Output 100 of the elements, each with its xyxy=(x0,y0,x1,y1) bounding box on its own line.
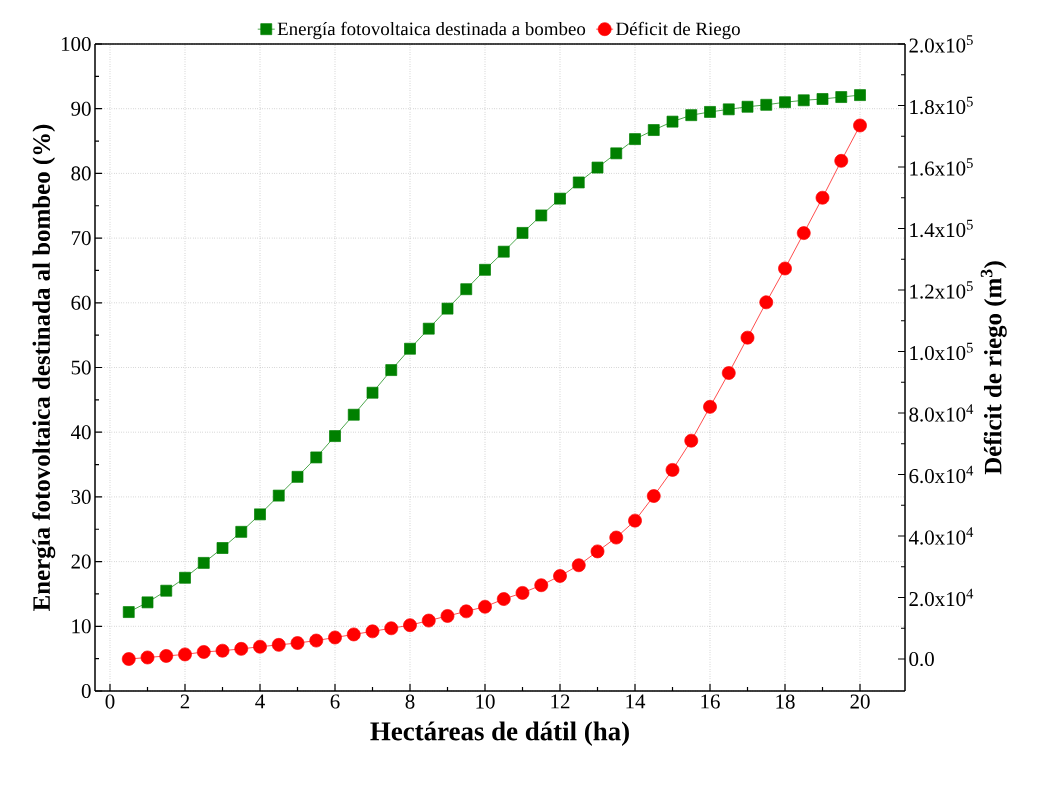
y2-tick-label: 4.0x10$^{4}$ xyxy=(908,527,974,545)
point xyxy=(628,513,642,528)
point xyxy=(535,209,548,222)
point xyxy=(179,571,191,584)
point xyxy=(796,226,811,240)
legend-label: Déficit de Riego xyxy=(616,21,740,40)
x-axis-title: Hectáreas de dátil (ha) xyxy=(370,721,629,746)
point xyxy=(516,227,529,239)
y-tick-label: 80 xyxy=(71,166,91,181)
point xyxy=(553,569,567,583)
point xyxy=(759,295,774,310)
point xyxy=(496,592,511,606)
point xyxy=(160,584,173,597)
point xyxy=(815,190,830,205)
point xyxy=(479,263,491,276)
point xyxy=(704,106,716,118)
point xyxy=(141,596,154,609)
y-tick-label: 40 xyxy=(70,425,91,440)
point xyxy=(197,557,210,569)
point xyxy=(254,508,266,521)
point xyxy=(271,638,286,652)
y-tick-label: 60 xyxy=(71,295,91,310)
y2-tick-label: 1.2x10$^{5}$ xyxy=(910,281,973,299)
y2-tick-label: 1.6x10$^{5}$ xyxy=(910,158,973,176)
y-tick-label: 0 xyxy=(81,683,91,699)
point xyxy=(178,647,192,662)
point xyxy=(365,624,380,639)
point xyxy=(366,386,379,399)
point xyxy=(459,604,474,619)
point xyxy=(609,530,624,545)
point xyxy=(835,91,848,103)
point xyxy=(740,330,755,345)
point xyxy=(760,98,773,111)
point xyxy=(684,433,699,448)
point xyxy=(647,124,660,136)
point xyxy=(441,302,454,315)
y2-tick-label: 8.0x10$^{4}$ xyxy=(909,404,974,422)
y-tick-label: 10 xyxy=(72,619,91,634)
point xyxy=(310,451,323,464)
x-tick-label: 20 xyxy=(850,694,870,709)
y2-tick-label: 1.0x10$^{5}$ xyxy=(910,342,973,361)
point xyxy=(291,470,304,483)
point xyxy=(216,542,229,554)
point xyxy=(591,161,604,174)
point xyxy=(478,599,492,614)
y-tick-label: 30 xyxy=(71,489,91,504)
x-tick-label: 6 xyxy=(330,694,340,709)
point xyxy=(403,618,417,633)
point xyxy=(385,364,398,376)
point xyxy=(534,578,549,593)
point xyxy=(629,133,641,145)
point xyxy=(721,366,736,380)
point xyxy=(590,544,605,559)
x-tick-label: 10 xyxy=(476,694,495,709)
point xyxy=(384,621,399,636)
y-tick-label: 50 xyxy=(71,360,91,375)
point xyxy=(272,489,285,502)
y2-tick-label: 6.0x10$^{4}$ xyxy=(909,465,974,484)
point xyxy=(422,322,435,335)
point xyxy=(646,489,661,503)
point xyxy=(196,645,211,659)
y2-tick-label: 2.0x10$^{5}$ xyxy=(909,35,973,53)
point xyxy=(834,154,849,168)
point xyxy=(234,642,249,656)
point xyxy=(121,652,136,666)
point xyxy=(440,609,455,623)
x-tick-label: 18 xyxy=(776,694,795,709)
x-tick-label: 14 xyxy=(626,694,646,709)
point xyxy=(722,103,735,116)
point xyxy=(665,463,680,477)
point xyxy=(666,115,679,128)
point xyxy=(515,586,530,600)
point xyxy=(854,89,866,101)
point xyxy=(497,245,510,258)
point xyxy=(329,430,341,442)
point xyxy=(140,650,155,665)
y-tick-label: 20 xyxy=(71,554,91,569)
y-axis-title: Energía fotovoltaica destinada al bombeo (%) xyxy=(32,124,56,611)
point xyxy=(741,100,754,113)
x-tick-label: 4 xyxy=(255,694,265,709)
y2-tick-label: 1.4x10$^{5}$ xyxy=(910,219,973,238)
point xyxy=(778,261,792,276)
point xyxy=(460,283,473,296)
point xyxy=(309,633,324,648)
point xyxy=(816,93,829,105)
point xyxy=(346,627,361,642)
point xyxy=(421,613,436,628)
point xyxy=(572,176,585,189)
point xyxy=(404,342,416,355)
point xyxy=(685,109,698,122)
point xyxy=(159,649,174,663)
point xyxy=(853,118,867,133)
legend-label: Energía fotovoltaica destinada a bombeo xyxy=(277,21,586,40)
x-tick-label: 0 xyxy=(105,694,115,709)
point xyxy=(253,639,267,654)
y2-tick-label: 2.0x10$^{4}$ xyxy=(909,588,974,607)
point xyxy=(703,400,717,414)
y-tick-label: 100 xyxy=(61,36,91,52)
point xyxy=(610,147,623,160)
y2-axis-title: Déficit de riego (m$^{3}$) xyxy=(980,261,1007,475)
